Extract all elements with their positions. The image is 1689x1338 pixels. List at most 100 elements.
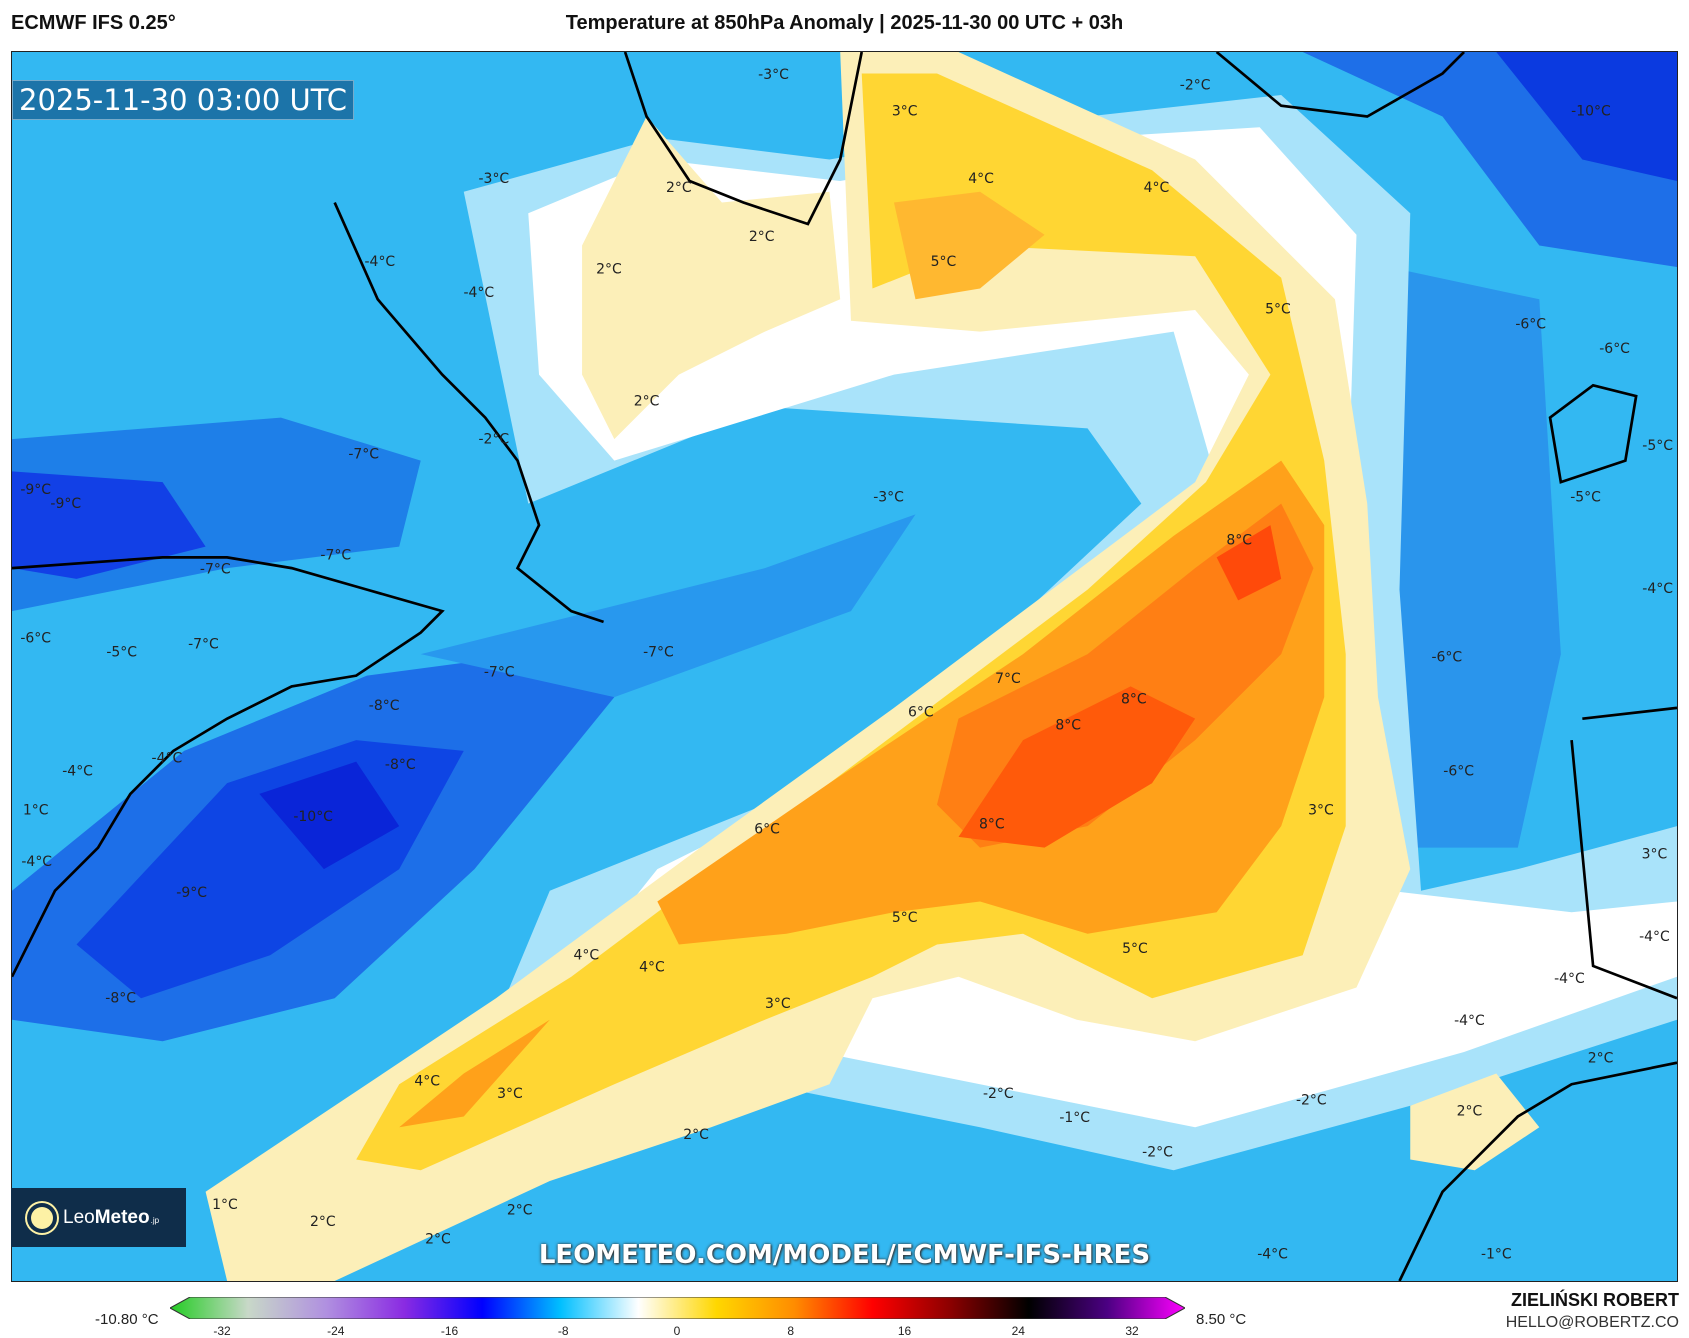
isotherm-label: -10°C	[1571, 103, 1611, 119]
isotherm-label: -8°C	[105, 991, 136, 1007]
isotherm-label: 8°C	[1226, 532, 1252, 548]
isotherm-label: -7°C	[188, 637, 219, 653]
isotherm-label: 5°C	[1122, 941, 1148, 957]
isotherm-label: -3°C	[479, 171, 510, 187]
model-name: ECMWF IFS 0.25°	[11, 12, 176, 34]
colorbar-tick: 8	[787, 1324, 795, 1338]
isotherm-label: -4°C	[365, 254, 396, 270]
isotherm-label: 5°C	[892, 910, 918, 926]
isotherm-label: -6°C	[1431, 650, 1462, 666]
isotherm-label: 2°C	[596, 262, 622, 278]
isotherm-label: 6°C	[754, 822, 780, 838]
logo-tld: .jp	[150, 1216, 160, 1225]
isotherm-label: 3°C	[892, 103, 918, 119]
isotherm-label: -3°C	[758, 67, 789, 83]
colorbar-tick: -24	[327, 1324, 345, 1338]
isotherm-label: -7°C	[200, 561, 231, 577]
isotherm-label: -5°C	[1570, 489, 1601, 505]
logo-text: LeoMeteo	[63, 1206, 150, 1228]
isotherm-label: 8°C	[1121, 692, 1147, 708]
coastlines	[12, 52, 1677, 1281]
colorbar-tick: -32	[213, 1324, 231, 1338]
colorbar-tick: 32	[1125, 1324, 1139, 1338]
colorbar	[170, 1297, 1185, 1319]
isotherm-label: 7°C	[995, 671, 1021, 687]
author-email: HELLO@ROBERTZ.CO	[1505, 1314, 1679, 1331]
isotherm-label: 2°C	[425, 1231, 451, 1247]
isotherm-label: -4°C	[1639, 929, 1670, 945]
isotherm-label: 8°C	[1055, 717, 1081, 733]
sun-icon	[31, 1206, 53, 1229]
isotherm-label: -4°C	[62, 764, 93, 780]
isotherm-label: -9°C	[176, 885, 207, 901]
anomaly-field: -3°C -2°C -10°C 3°C -3°C 2°C 4°C 4°C 2°C -4°C 2°C 5…	[12, 52, 1677, 1281]
isotherm-label: 2°C	[1588, 1051, 1614, 1067]
author-name: ZIELIŃSKI ROBERT	[1510, 1290, 1679, 1310]
isotherm-label: 1°C	[212, 1197, 238, 1213]
isotherm-label: -1°C	[1059, 1110, 1090, 1126]
isotherm-label: -6°C	[1443, 764, 1474, 780]
valid-time-label: 2025-11-30 03:00 UTC	[12, 80, 355, 120]
isotherm-label: -6°C	[20, 630, 51, 646]
leometeo-logo[interactable]: LeoMeteo .jp	[11, 1188, 186, 1247]
isotherm-label: -9°C	[20, 482, 51, 498]
isotherm-label: -3°C	[873, 489, 904, 505]
isotherm-label: -4°C	[1642, 581, 1673, 597]
isotherm-label: -2°C	[1296, 1093, 1327, 1109]
isotherm-label: -6°C	[1515, 316, 1546, 332]
isotherm-label: 5°C	[931, 254, 957, 270]
weather-map[interactable]: -3°C -2°C -10°C 3°C -3°C 2°C 4°C 4°C 2°C -4°C 2°C 5…	[11, 51, 1678, 1282]
isotherm-label: -2°C	[983, 1086, 1014, 1102]
isotherm-label: 4°C	[574, 948, 600, 964]
isotherm-label: -4°C	[463, 285, 494, 301]
watermark-url: LEOMETEO.COM/MODEL/ECMWF-IFS-HRES	[538, 1240, 1151, 1270]
isotherm-label: -4°C	[1554, 971, 1585, 987]
isotherm-label: 2°C	[683, 1127, 709, 1143]
isotherm-label: 4°C	[968, 171, 994, 187]
colorbar-tick: 24	[1011, 1324, 1025, 1338]
isotherm-label: 5°C	[1265, 301, 1291, 317]
isotherm-label: 4°C	[414, 1073, 440, 1089]
isotherm-label: -2°C	[479, 431, 510, 447]
colorbar-max-label: 8.50 °C	[1196, 1311, 1247, 1328]
isotherm-label: -2°C	[1142, 1144, 1173, 1160]
isotherm-label: 2°C	[749, 229, 775, 245]
isotherm-label: -2°C	[1180, 78, 1211, 94]
isotherm-label: 4°C	[1144, 180, 1170, 196]
isotherm-label: 1°C	[23, 802, 49, 818]
chart-title: Temperature at 850hPa Anomaly | 2025-11-…	[565, 12, 1124, 34]
isotherm-label: -7°C	[484, 665, 515, 681]
isotherm-label: -4°C	[1454, 1013, 1485, 1029]
isotherm-label: -5°C	[106, 644, 137, 660]
colorbar-tick: 16	[897, 1324, 912, 1338]
isotherm-label: 2°C	[310, 1214, 336, 1230]
isotherm-label: -5°C	[1642, 438, 1673, 454]
isotherm-label: 3°C	[765, 996, 791, 1012]
isotherm-label: 2°C	[666, 180, 692, 196]
isotherm-label: -6°C	[1599, 341, 1630, 357]
isotherm-label: -8°C	[385, 757, 416, 773]
isotherm-label: -8°C	[369, 698, 400, 714]
colorbar-tick: 0	[673, 1324, 681, 1338]
isotherm-label: -7°C	[320, 548, 351, 564]
isotherm-label: 2°C	[507, 1202, 533, 1218]
isotherm-label: -7°C	[643, 644, 674, 660]
isotherm-label: -9°C	[50, 496, 81, 512]
isotherm-label: -4°C	[21, 854, 52, 870]
isotherm-label: 4°C	[639, 959, 665, 975]
isotherm-label: 2°C	[634, 394, 660, 410]
colorbar-tick: -8	[557, 1324, 569, 1338]
isotherm-label: 3°C	[1642, 846, 1668, 862]
isotherm-label: -4°C	[1257, 1246, 1288, 1262]
colorbar-tick: -16	[440, 1324, 459, 1338]
isotherm-label: 2°C	[1457, 1103, 1483, 1119]
colorbar-min-label: -10.80 °C	[95, 1311, 159, 1328]
isotherm-label: -1°C	[1481, 1246, 1512, 1262]
isotherm-label: -7°C	[348, 446, 379, 462]
isotherm-label: 8°C	[979, 816, 1005, 832]
isotherm-label: -10°C	[293, 809, 333, 825]
isotherm-label: 3°C	[1308, 802, 1334, 818]
isotherm-label: 3°C	[497, 1086, 523, 1102]
isotherm-label: -4°C	[152, 751, 183, 767]
isotherm-label: 6°C	[908, 705, 934, 721]
